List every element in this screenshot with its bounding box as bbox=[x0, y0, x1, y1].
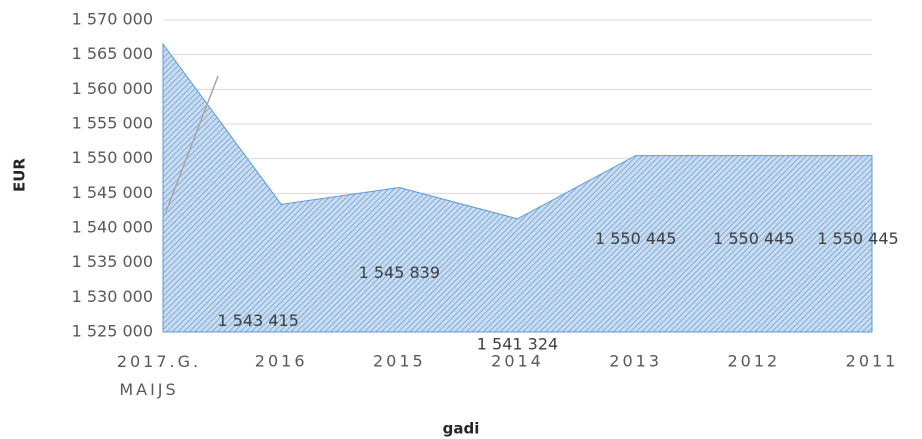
leader-line bbox=[164, 75, 219, 215]
y-tick-label: 1 525 000 bbox=[72, 322, 153, 341]
y-axis-title: EUR bbox=[11, 158, 29, 192]
data-label: 1 543 415 bbox=[217, 311, 298, 330]
x-tick-label: 2017.G. MAIJS bbox=[117, 352, 209, 399]
x-tick-label: 2013 bbox=[609, 352, 662, 371]
y-tick-label: 1 545 000 bbox=[72, 183, 153, 202]
y-tick-label: 1 555 000 bbox=[72, 114, 153, 133]
data-label: 1 541 324 bbox=[477, 334, 558, 353]
data-label: 1 550 445 bbox=[817, 229, 898, 248]
y-tick-label: 1 570 000 bbox=[72, 10, 153, 29]
x-tick-label: 2011 bbox=[846, 352, 899, 371]
x-tick-label: 2016 bbox=[255, 352, 308, 371]
y-tick-label: 1 550 000 bbox=[72, 148, 153, 167]
y-tick-label: 1 530 000 bbox=[72, 287, 153, 306]
y-tick-label: 1 565 000 bbox=[72, 44, 153, 63]
y-tick-label: 1 535 000 bbox=[72, 252, 153, 271]
area bbox=[162, 42, 873, 333]
data-label: 1 550 445 bbox=[713, 229, 794, 248]
y-tick-label: 1 540 000 bbox=[72, 218, 153, 237]
x-tick-label: 2012 bbox=[727, 352, 780, 371]
data-label: 1 545 839 bbox=[359, 263, 440, 282]
y-tick-label: 1 560 000 bbox=[72, 79, 153, 98]
data-label: 1 550 445 bbox=[595, 229, 676, 248]
x-tick-label: 2014 bbox=[491, 352, 544, 371]
x-tick-label: 2015 bbox=[373, 352, 426, 371]
x-axis-title: gadi bbox=[443, 420, 480, 438]
